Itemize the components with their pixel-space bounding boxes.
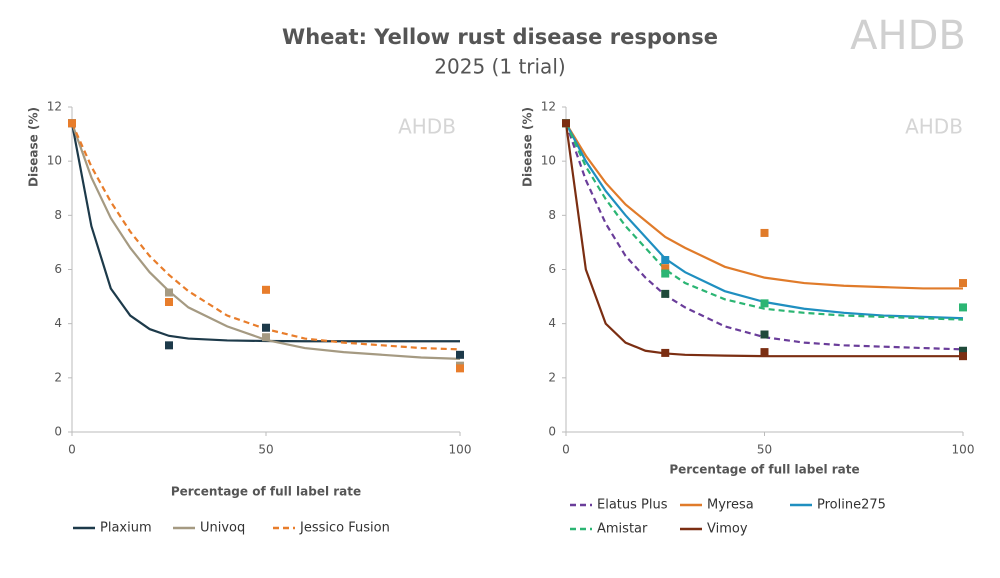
y-tick-label: 0 <box>54 425 62 439</box>
subtitle: 2025 (1 trial) <box>434 55 565 79</box>
y-tick-label: 6 <box>54 262 62 276</box>
x-tick-label: 0 <box>562 443 570 457</box>
y-tick-label: 6 <box>548 262 556 276</box>
data-point <box>661 256 670 265</box>
legend-label: Amistar <box>597 522 648 537</box>
legend-label: Myresa <box>707 498 754 513</box>
legend-label: Jessico Fusion <box>299 521 390 536</box>
data-point <box>760 299 769 308</box>
data-point <box>661 269 670 278</box>
x-axis-label: Percentage of full label rate <box>669 463 859 477</box>
legend-label: Elatus Plus <box>597 498 668 513</box>
y-tick-label: 2 <box>54 370 62 384</box>
fit-line <box>565 122 963 290</box>
x-tick-label: 100 <box>952 443 975 457</box>
data-point <box>959 352 967 361</box>
fit-line <box>564 122 964 351</box>
y-tick-label: 12 <box>47 100 62 114</box>
data-point <box>456 364 464 373</box>
y-tick-label: 2 <box>548 370 556 384</box>
fit-line <box>70 122 461 360</box>
data-point <box>165 341 173 350</box>
data-point <box>959 346 967 355</box>
y-axis-label: Disease (%) <box>27 107 41 187</box>
data-point <box>760 348 769 357</box>
data-point <box>262 285 270 294</box>
y-axis-label: Disease (%) <box>521 107 535 187</box>
data-point <box>760 330 769 339</box>
y-tick-label: 8 <box>548 208 556 222</box>
fit-line <box>565 122 964 320</box>
data-point <box>68 119 76 128</box>
fit-line <box>564 122 964 321</box>
y-tick-label: 10 <box>47 154 62 168</box>
y-tick-label: 8 <box>54 208 62 222</box>
data-point <box>959 279 967 288</box>
y-tick-label: 10 <box>541 154 556 168</box>
x-tick-label: 0 <box>68 443 76 457</box>
data-point <box>959 303 967 312</box>
x-axis-label: Percentage of full label rate <box>171 485 361 499</box>
data-point <box>165 298 173 306</box>
y-tick-label: 0 <box>548 425 556 439</box>
fit-line <box>564 123 963 358</box>
data-point <box>760 228 769 237</box>
fit-line <box>70 122 461 351</box>
data-point <box>661 264 670 273</box>
y-tick-label: 12 <box>541 100 556 114</box>
data-point <box>262 323 270 332</box>
y-tick-label: 4 <box>54 316 62 330</box>
x-tick-label: 100 <box>449 443 472 457</box>
data-point <box>661 348 670 357</box>
title: Wheat: Yellow rust disease response <box>282 25 718 49</box>
y-tick-label: 4 <box>548 316 556 330</box>
watermark: AHDB <box>398 115 456 139</box>
data-point <box>661 289 670 298</box>
legend-label: Univoq <box>200 521 245 536</box>
data-point <box>165 288 173 297</box>
legend-label: Plaxium <box>100 521 152 536</box>
data-point <box>456 350 464 359</box>
legend-label: Proline275 <box>817 498 886 513</box>
legend-label: Vimoy <box>707 522 748 537</box>
fit-line <box>70 123 460 343</box>
x-tick-label: 50 <box>757 443 772 457</box>
data-point <box>562 119 570 128</box>
x-tick-label: 50 <box>258 443 273 457</box>
logo: AHDB <box>850 13 966 59</box>
data-point <box>262 333 270 342</box>
watermark: AHDB <box>905 115 963 139</box>
